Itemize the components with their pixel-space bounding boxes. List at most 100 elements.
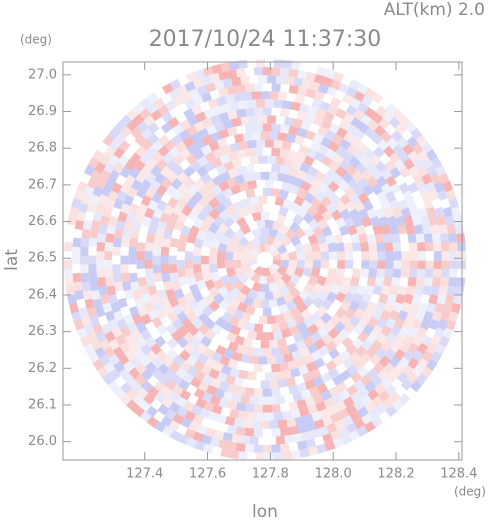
field-cell: [193, 271, 204, 282]
field-cell: [277, 132, 288, 142]
field-cell: [224, 94, 236, 104]
field-cell: [176, 102, 189, 114]
field-cell: [414, 310, 426, 323]
field-cell: [196, 165, 209, 178]
field-cell: [230, 433, 242, 444]
field-cell: [206, 124, 218, 136]
field-cell: [63, 250, 73, 260]
field-cell: [456, 233, 466, 244]
field-cell: [114, 333, 127, 346]
field-cell: [366, 233, 377, 244]
field-cell: [258, 115, 268, 124]
field-cell: [253, 107, 264, 116]
field-cell: [159, 296, 171, 308]
field-cell: [192, 291, 204, 303]
field-cell: [415, 233, 425, 244]
field-cell: [224, 250, 234, 260]
field-cell: [262, 163, 273, 172]
field-cell: [80, 314, 92, 326]
field-cell: [325, 422, 338, 434]
field-cell: [234, 174, 246, 185]
field-cell: [193, 148, 206, 160]
field-cell: [310, 411, 323, 422]
field-cell: [253, 203, 264, 213]
field-cell: [426, 165, 438, 178]
field-cell: [240, 353, 251, 364]
field-cell: [168, 263, 178, 274]
field-cell: [431, 233, 441, 244]
field-cell: [90, 289, 101, 301]
field-cell: [360, 242, 370, 253]
field-cell: [318, 345, 331, 357]
field-cell: [407, 233, 417, 244]
field-cell: [72, 263, 81, 274]
plot-frame: [62, 61, 463, 461]
field-cell: [321, 415, 334, 427]
field-cell: [290, 234, 302, 247]
field-cell: [244, 107, 255, 117]
field-cell: [193, 120, 206, 132]
field-cell: [200, 255, 209, 265]
field-cell: [456, 277, 466, 288]
field-cell: [302, 414, 314, 425]
field-cell: [246, 330, 257, 340]
field-cell: [361, 292, 372, 304]
field-cell: [128, 263, 137, 274]
field-cell: [448, 233, 458, 244]
field-cell: [217, 328, 230, 340]
field-cell: [279, 164, 290, 175]
field-cell: [228, 315, 240, 327]
field-cell: [407, 182, 419, 195]
field-cell: [256, 179, 266, 189]
x-axis-label: lon: [252, 502, 278, 521]
field-cell: [161, 272, 171, 283]
field-cell: [258, 315, 268, 325]
field-cell: [235, 216, 248, 228]
field-cell: [82, 219, 93, 230]
field-cell: [231, 76, 243, 87]
field-cell: [335, 268, 345, 279]
field-cell: [220, 103, 232, 114]
field-cell: [219, 406, 231, 417]
field-cell: [216, 137, 229, 149]
field-cell: [289, 367, 301, 378]
field-cell: [262, 67, 273, 76]
field-cell: [210, 237, 221, 249]
field-cell: [268, 212, 279, 222]
field-cell: [125, 297, 137, 309]
field-cell: [390, 183, 402, 195]
field-cell: [262, 123, 273, 132]
field-cell: [340, 75, 353, 87]
field-cell: [273, 180, 284, 190]
field-cell: [272, 330, 283, 340]
field-cell: [397, 309, 409, 322]
field-cell: [380, 285, 391, 296]
field-cell: [260, 171, 270, 180]
field-cell: [168, 246, 178, 256]
field-cell: [442, 206, 453, 219]
field-cell: [244, 321, 256, 332]
field-cell: [301, 79, 313, 90]
field-cell: [436, 215, 447, 227]
field-cell: [192, 263, 202, 274]
field-cell: [405, 285, 416, 297]
field-cell: [294, 227, 307, 239]
field-cell: [236, 108, 247, 118]
field-cell: [304, 379, 316, 391]
field-cell: [183, 291, 195, 303]
field-cell: [216, 371, 228, 383]
field-cell: [187, 114, 200, 127]
field-cell: [288, 250, 298, 261]
field-cell: [304, 130, 317, 141]
field-cell: [306, 342, 319, 355]
field-cell: [318, 83, 330, 95]
field-cell: [88, 245, 97, 256]
field-cell: [336, 251, 346, 261]
field-cell: [433, 260, 442, 270]
field-cell: [185, 437, 198, 449]
field-cell: [119, 325, 132, 338]
field-cell: [265, 219, 275, 229]
field-cell: [444, 215, 455, 227]
field-cell: [180, 283, 192, 295]
field-cell: [199, 100, 212, 112]
